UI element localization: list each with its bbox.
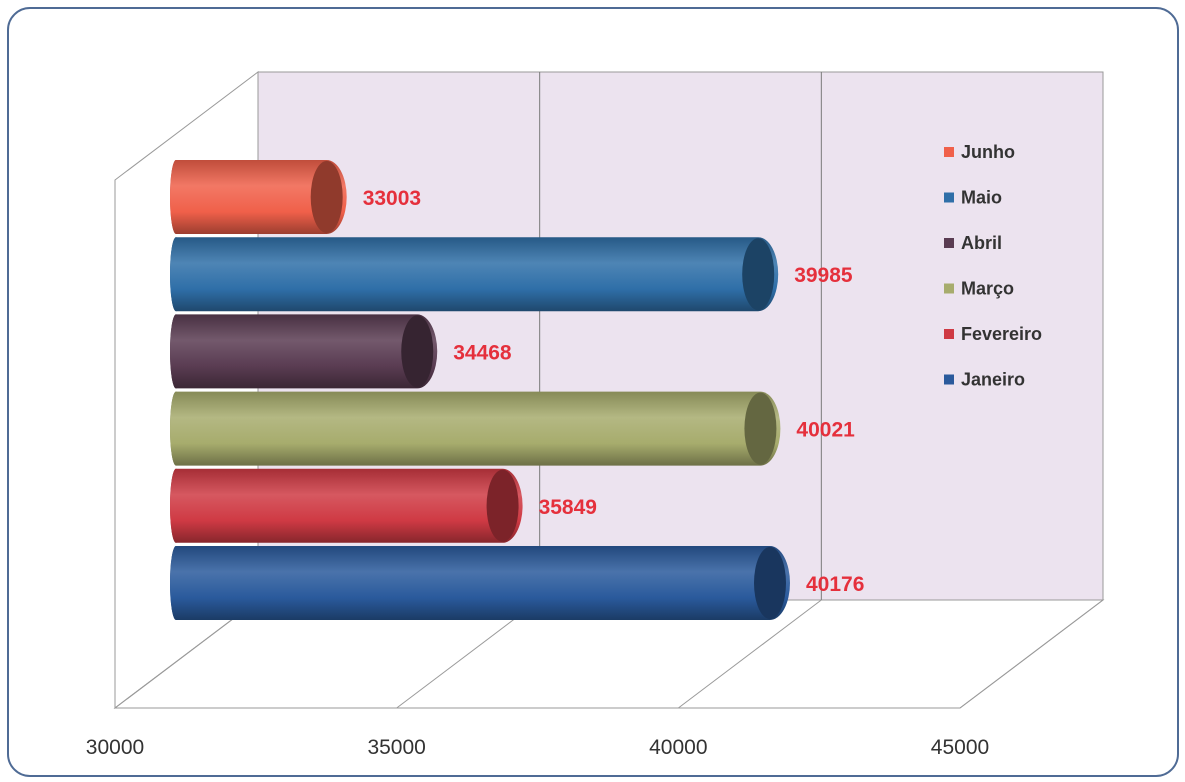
- bar-janeiro: [170, 546, 790, 620]
- bar-abril: [170, 314, 438, 389]
- bar-end-cap: [744, 392, 777, 465]
- legend-item: Junho: [944, 142, 1015, 162]
- bar-end-cap: [742, 238, 775, 311]
- x-tick-label: 45000: [931, 736, 989, 759]
- legend-swatch: [944, 374, 954, 385]
- bar-body: [170, 314, 438, 389]
- bar-junho: [170, 160, 347, 234]
- bar-end-cap: [754, 547, 786, 619]
- x-tick-label: 35000: [367, 736, 425, 759]
- legend-label: Março: [961, 279, 1014, 299]
- legend-item: Abril: [944, 233, 1002, 253]
- bar-body: [170, 391, 781, 466]
- data-label: 40176: [806, 573, 864, 596]
- legend-item: Março: [944, 279, 1014, 299]
- bar-body: [170, 160, 347, 234]
- legend: Junho Maio Abril Março Fevereiro Janeiro: [944, 142, 1042, 390]
- legend-swatch: [944, 329, 954, 339]
- legend-label: Junho: [961, 142, 1015, 162]
- x-tick-label: 40000: [649, 736, 707, 759]
- floor-gridline: [678, 599, 822, 709]
- legend-item: Janeiro: [944, 370, 1025, 390]
- legend-label: Fevereiro: [961, 324, 1042, 344]
- data-label: 34468: [453, 341, 512, 364]
- bar-body: [170, 237, 779, 312]
- bar-end-cap: [401, 315, 434, 388]
- bar-maio: [170, 237, 779, 312]
- bar-end-cap: [310, 161, 343, 233]
- data-labels: 33003 39985 34468 40021 35849 40176: [363, 187, 865, 596]
- legend-label: Maio: [961, 188, 1002, 208]
- bar-body: [170, 468, 523, 543]
- bar-end-cap: [486, 469, 519, 542]
- legend-label: Abril: [961, 233, 1002, 253]
- legend-item: Fevereiro: [944, 324, 1042, 344]
- data-label: 40021: [796, 419, 855, 442]
- legend-swatch: [944, 283, 954, 294]
- bar-maro: [170, 391, 781, 466]
- floor-gridline: [959, 599, 1104, 709]
- x-axis-ticks: 30000 35000 40000 45000: [86, 736, 989, 759]
- legend-label: Janeiro: [961, 370, 1025, 390]
- bar-fevereiro: [170, 468, 523, 543]
- bar-body: [170, 546, 790, 620]
- x-tick-label: 30000: [86, 736, 144, 759]
- legend-swatch: [944, 192, 954, 203]
- legend-swatch: [944, 238, 954, 248]
- bars: [170, 160, 790, 620]
- data-label: 35849: [539, 496, 597, 519]
- legend-item: Maio: [944, 188, 1002, 208]
- data-label: 33003: [363, 187, 421, 210]
- data-label: 39985: [794, 264, 853, 287]
- legend-swatch: [944, 147, 954, 157]
